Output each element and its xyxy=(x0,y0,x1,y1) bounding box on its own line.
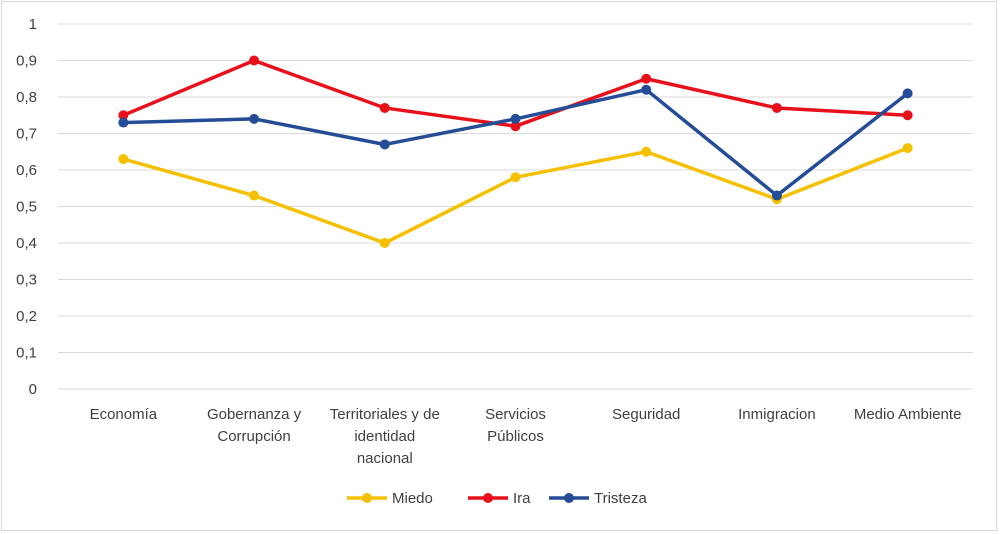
data-point xyxy=(641,146,652,157)
x-tick-label-line: Corrupción xyxy=(217,428,290,445)
y-tick-label: 1 xyxy=(29,16,37,33)
x-tick-label-line: Servicios xyxy=(485,406,546,423)
x-axis-labels: Economía Gobernanza y Corrupción Territoria… xyxy=(90,406,962,467)
x-tick-label-line: Economía xyxy=(90,406,158,423)
data-point xyxy=(510,113,521,124)
y-tick-label: 0,9 xyxy=(16,53,37,70)
y-tick-label: 0,3 xyxy=(16,272,37,289)
y-tick-label: 0,6 xyxy=(16,162,37,179)
x-tick-label-line: Seguridad xyxy=(612,406,680,423)
x-tick-label: Servicios Públicos xyxy=(485,406,546,445)
data-point xyxy=(118,154,129,165)
data-point xyxy=(249,113,260,124)
data-point xyxy=(902,88,913,99)
data-point xyxy=(902,110,913,121)
data-point xyxy=(118,110,129,121)
x-tick-label: Territoriales y de identidad nacional xyxy=(330,406,440,467)
x-tick-label-line: Gobernanza y xyxy=(207,406,302,423)
series-miedo xyxy=(118,143,913,248)
legend-marker xyxy=(362,493,372,503)
legend-label: Tristeza xyxy=(594,490,647,507)
legend-item-miedo: Miedo xyxy=(347,490,433,507)
x-tick-label-line: Medio Ambiente xyxy=(854,406,962,423)
data-point xyxy=(379,102,390,113)
data-point xyxy=(510,121,521,132)
x-tick-label: Economía xyxy=(90,406,158,423)
legend-marker xyxy=(483,493,493,503)
series-tristeza xyxy=(118,84,913,201)
x-tick-label: Gobernanza y Corrupción xyxy=(207,406,302,445)
data-point xyxy=(379,238,390,248)
series-line xyxy=(121,146,910,245)
data-point xyxy=(379,139,390,150)
data-point xyxy=(118,117,129,128)
data-point xyxy=(249,55,260,66)
series-ira xyxy=(118,55,913,132)
x-tick-label: Seguridad xyxy=(612,406,680,423)
legend-item-tristeza: Tristeza xyxy=(549,490,647,507)
y-tick-label: 0,2 xyxy=(16,308,37,325)
x-tick-label-line: nacional xyxy=(357,450,413,467)
x-tick-label-line: identidad xyxy=(354,428,415,445)
legend-label: Ira xyxy=(513,490,531,507)
y-tick-label: 0,7 xyxy=(16,126,37,143)
data-point xyxy=(771,190,782,201)
legend-marker xyxy=(564,493,574,503)
x-tick-label-line: Inmigracion xyxy=(738,406,816,423)
legend-item-ira: Ira xyxy=(468,490,531,507)
y-tick-label: 0,8 xyxy=(16,89,37,106)
data-point xyxy=(249,190,260,201)
x-tick-label: Medio Ambiente xyxy=(854,406,962,423)
data-point xyxy=(641,73,652,84)
series-lines xyxy=(118,55,913,248)
data-point xyxy=(902,143,913,154)
legend: Miedo Ira Tristeza xyxy=(347,490,647,507)
y-tick-label: 0,5 xyxy=(16,199,37,216)
y-tick-label: 0,4 xyxy=(16,235,37,252)
y-tick-label: 0,1 xyxy=(16,345,37,362)
x-tick-label-line: Territoriales y de xyxy=(330,406,440,423)
y-tick-label: 0 xyxy=(29,381,37,398)
x-tick-label: Inmigracion xyxy=(738,406,816,423)
x-tick-label-line: Públicos xyxy=(487,428,544,445)
data-point xyxy=(771,102,782,113)
y-axis-labels: 0 0,1 0,2 0,3 0,4 0,5 0,6 0,7 0,8 0,9 1 xyxy=(16,16,37,398)
data-point xyxy=(641,84,652,95)
legend-label: Miedo xyxy=(392,490,433,507)
data-point xyxy=(510,172,521,183)
gridlines xyxy=(58,23,973,390)
